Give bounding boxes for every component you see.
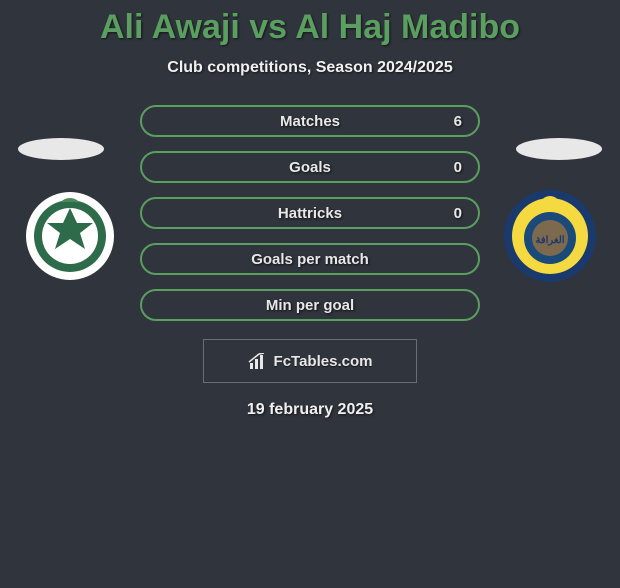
stat-label: Goals bbox=[289, 159, 331, 176]
page-title: Ali Awaji vs Al Haj Madibo bbox=[0, 8, 620, 47]
date-label: 19 february 2025 bbox=[0, 401, 620, 419]
stat-label: Goals per match bbox=[251, 251, 369, 268]
stat-label: Hattricks bbox=[278, 205, 342, 222]
stat-value-right: 0 bbox=[454, 159, 462, 176]
stat-row-matches: Matches 6 bbox=[140, 105, 480, 137]
stat-row-goals: Goals 0 bbox=[140, 151, 480, 183]
stat-label: Matches bbox=[280, 113, 340, 130]
watermark-text: FcTables.com bbox=[274, 353, 373, 370]
club-logo-left bbox=[22, 188, 118, 284]
svg-text:الغرافة: الغرافة bbox=[535, 235, 564, 246]
stat-label: Min per goal bbox=[266, 297, 354, 314]
watermark: FcTables.com bbox=[203, 339, 417, 383]
stats-table: Matches 6 Goals 0 Hattricks 0 Goals per … bbox=[140, 105, 480, 321]
country-flag-right bbox=[516, 138, 602, 160]
stat-value-right: 6 bbox=[454, 113, 462, 130]
country-flag-left bbox=[18, 138, 104, 160]
stat-value-right: 0 bbox=[454, 205, 462, 222]
stat-row-goals-per-match: Goals per match bbox=[140, 243, 480, 275]
subtitle: Club competitions, Season 2024/2025 bbox=[0, 59, 620, 77]
stat-row-min-per-goal: Min per goal bbox=[140, 289, 480, 321]
club-logo-right: الغرافة bbox=[502, 188, 598, 284]
stat-row-hattricks: Hattricks 0 bbox=[140, 197, 480, 229]
chart-icon bbox=[248, 353, 268, 369]
